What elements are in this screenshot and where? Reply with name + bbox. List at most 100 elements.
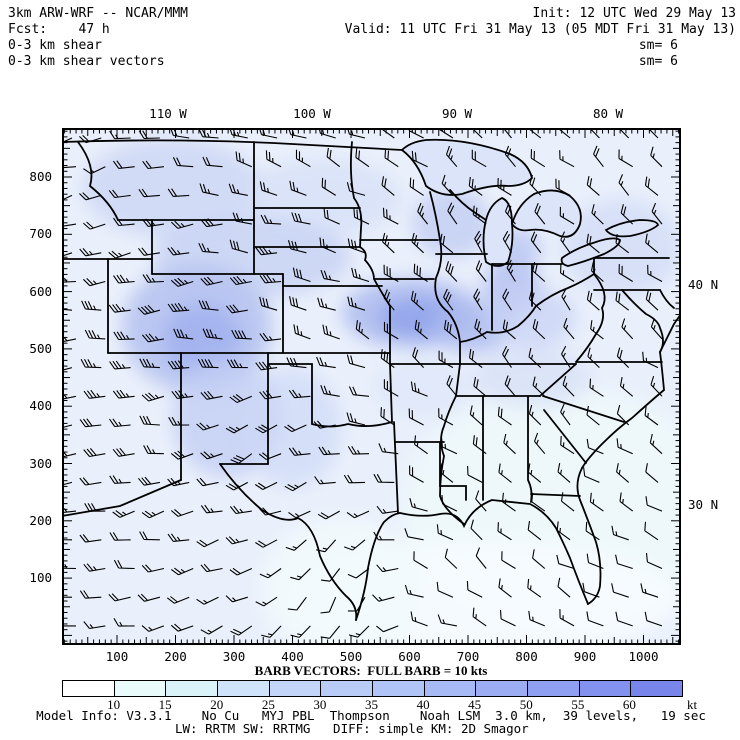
wind-barb [472, 607, 487, 627]
field-label-vectors: 0-3 km shear vectors [8, 54, 165, 69]
colorbar-tick-label: 20 [210, 697, 224, 712]
lake-erie-shape [560, 237, 621, 267]
wind-barb [471, 149, 487, 168]
colorbar-cell [63, 681, 115, 696]
wind-barb [235, 151, 253, 168]
wind-barb [443, 319, 458, 340]
wind-barb [258, 507, 282, 516]
wind-barb [225, 595, 248, 603]
colorbar-cell [218, 681, 270, 696]
wind-barb [321, 177, 336, 196]
wind-barb [501, 551, 516, 569]
wind-barb [347, 596, 366, 612]
gridpoint-y-label: 200 [29, 512, 52, 528]
wind-barb [642, 351, 659, 369]
wind-barb [615, 291, 630, 311]
wind-barb [446, 375, 458, 397]
wind-barb [439, 233, 454, 254]
wind-barb [586, 553, 604, 570]
wind-barb [322, 324, 340, 340]
wind-barb [532, 318, 546, 340]
wind-barb [141, 333, 164, 343]
wind-barb [497, 406, 512, 426]
wind-barb [198, 242, 219, 254]
shear-shade-blob [472, 348, 592, 408]
wind-barb [139, 358, 160, 369]
wind-barb [225, 304, 248, 314]
wind-barb [225, 424, 249, 434]
wind-barb [413, 551, 428, 569]
wind-barb [62, 137, 73, 144]
wind-barb [645, 233, 659, 254]
wind-barb [589, 378, 604, 397]
wind-barb [347, 568, 370, 579]
wind-barb [560, 435, 575, 455]
wind-barb [445, 261, 458, 282]
wind-barb [62, 306, 73, 311]
wind-barb [414, 319, 428, 340]
wind-barb [167, 533, 190, 542]
longitude-label: 100 W [293, 106, 331, 121]
wind-barb [467, 465, 483, 483]
wind-barb [502, 319, 516, 340]
wind-barb [168, 416, 190, 426]
wind-barb [62, 367, 73, 371]
wind-barb [475, 547, 487, 569]
wind-barb [108, 250, 131, 259]
wind-barb [644, 611, 663, 627]
gridpoint-x-label: 800 [515, 649, 538, 664]
wind-barb [112, 510, 135, 518]
wind-barb [616, 463, 630, 483]
wind-barb [319, 237, 336, 254]
wind-barb [348, 386, 370, 397]
wind-barb [229, 128, 248, 139]
gridpoint-x-label: 400 [281, 649, 304, 664]
wind-barb [468, 176, 483, 196]
wind-barb [373, 531, 395, 541]
wind-barb [651, 202, 663, 225]
wind-barb [438, 408, 454, 426]
wind-barb [474, 318, 487, 340]
colorbar-cell [631, 681, 683, 696]
map-border [62, 128, 681, 645]
colorbar-unit-label: kt [686, 697, 698, 712]
wind-barb [404, 528, 424, 541]
wind-barb [108, 593, 131, 602]
wind-barb [411, 150, 428, 168]
wind-barb [255, 539, 278, 548]
colorbar-tick-label: 50 [519, 697, 533, 712]
gridpoint-x-label: 300 [222, 649, 246, 664]
wind-barb [411, 232, 424, 254]
wind-barb [528, 347, 542, 369]
wind-barb [318, 446, 340, 456]
wind-barb [343, 474, 366, 484]
colorbar-tick-label: 55 [571, 697, 585, 712]
wind-barb [109, 532, 131, 541]
colorbar-tick-label: 45 [468, 697, 482, 712]
latitude-label: 30 N [688, 497, 719, 512]
forecast-hour: Fcst: 47 h [8, 22, 110, 37]
wind-barb [532, 376, 546, 397]
wind-barb [141, 625, 165, 632]
wind-barb [413, 263, 428, 282]
wind-barb [616, 404, 630, 426]
wind-barb [469, 405, 483, 426]
wind-barb [79, 534, 102, 543]
wind-barb [167, 188, 190, 197]
wind-barb [382, 232, 395, 254]
wind-barb [506, 259, 516, 282]
wind-barb [284, 424, 307, 433]
wind-barb [620, 204, 634, 225]
wind-barb [383, 379, 399, 397]
wind-barb [529, 174, 542, 196]
wind-barb [417, 202, 429, 225]
wind-barb [472, 435, 487, 455]
wind-barb [443, 288, 454, 311]
wind-barb [229, 393, 253, 404]
map-panel [62, 128, 681, 645]
wind-barb [139, 531, 160, 541]
colorbar-tick-label: 35 [365, 697, 378, 712]
wind-barb [583, 467, 600, 483]
wind-barb [109, 418, 131, 428]
